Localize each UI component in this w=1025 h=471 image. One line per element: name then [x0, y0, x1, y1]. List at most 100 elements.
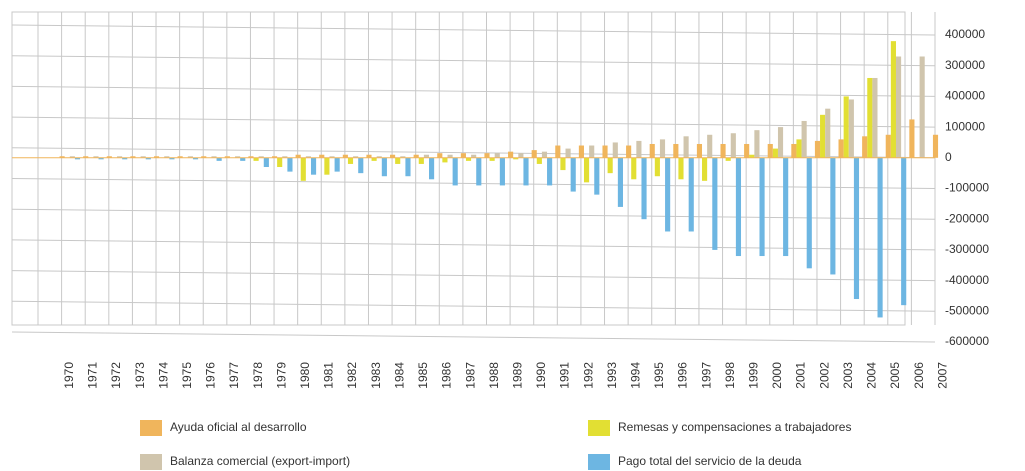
bar — [820, 114, 826, 158]
x-tick-label: 1994 — [629, 362, 643, 389]
bar — [300, 157, 306, 181]
bar — [305, 156, 311, 158]
grid-line — [11, 270, 936, 282]
x-tick-label: 1991 — [558, 362, 572, 389]
bar — [240, 157, 246, 161]
bar — [872, 77, 878, 158]
x-tick-label: 1999 — [747, 362, 761, 389]
bar — [796, 139, 802, 158]
y-tick-label: -500000 — [945, 303, 989, 317]
bar — [867, 77, 873, 158]
bar — [560, 157, 566, 171]
x-tick-label: 1993 — [605, 362, 619, 389]
x-tick-label: 1995 — [652, 362, 666, 389]
bar — [707, 134, 713, 158]
bar — [277, 157, 283, 168]
y-tick-label: 400000 — [945, 89, 985, 103]
x-tick-label: 2005 — [888, 362, 902, 389]
bar — [508, 151, 514, 158]
bar — [74, 157, 81, 160]
bar — [909, 119, 915, 158]
bar — [806, 157, 812, 269]
bar — [702, 157, 708, 181]
bar — [376, 156, 382, 158]
bar — [418, 157, 424, 164]
bar — [570, 157, 576, 192]
legend-swatch — [140, 454, 162, 470]
x-tick-label: 1976 — [204, 362, 218, 389]
bar — [145, 157, 151, 160]
legend-swatch — [588, 454, 610, 470]
x-tick-label: 1998 — [723, 362, 737, 389]
x-tick-label: 1970 — [62, 362, 76, 389]
bar — [122, 157, 128, 160]
bar — [164, 156, 170, 158]
legend-label: Pago total del servicio de la deuda — [618, 454, 802, 468]
bar — [631, 157, 637, 180]
bar — [59, 156, 65, 158]
y-tick-label: -300000 — [945, 242, 989, 256]
bar — [366, 154, 372, 158]
bar — [494, 153, 500, 158]
x-tick-label: 1989 — [510, 362, 524, 389]
bar — [310, 157, 317, 175]
bar — [636, 140, 642, 158]
x-tick-label: 1988 — [487, 362, 501, 389]
bar — [578, 145, 584, 158]
bar — [423, 154, 430, 158]
bar — [452, 157, 458, 186]
legend-swatch — [588, 420, 610, 436]
bar — [536, 157, 542, 164]
bar — [744, 143, 750, 158]
bar — [447, 154, 453, 158]
bar — [140, 156, 146, 158]
bar — [749, 154, 755, 158]
y-tick-label: -600000 — [945, 334, 989, 348]
bar — [814, 140, 821, 158]
bar — [659, 139, 666, 158]
grid-line — [11, 85, 936, 97]
bar — [381, 157, 387, 177]
bar — [607, 157, 613, 174]
legend-label: Ayuda oficial al desarrollo — [170, 420, 307, 434]
bar — [69, 156, 75, 158]
bar — [476, 157, 482, 186]
x-tick-label: 1974 — [156, 362, 170, 389]
bar — [153, 156, 160, 158]
y-tick-label: 400000 — [945, 27, 985, 41]
bar — [885, 134, 891, 158]
x-tick-label: 2002 — [817, 362, 831, 389]
bar — [583, 157, 590, 183]
bar — [641, 157, 647, 220]
bar — [489, 157, 495, 161]
bar — [295, 154, 301, 158]
x-tick-label: 1982 — [345, 362, 359, 389]
bar — [400, 156, 406, 158]
x-tick-label: 1972 — [109, 362, 123, 389]
bar — [825, 108, 831, 158]
grid-line — [11, 331, 936, 343]
bar — [235, 156, 241, 158]
bar — [442, 157, 448, 163]
x-tick-label: 1984 — [392, 362, 406, 389]
x-tick-label: 2007 — [935, 362, 949, 389]
grid-line — [11, 55, 936, 67]
bar — [932, 134, 939, 158]
bar — [248, 156, 254, 158]
bar — [594, 157, 600, 195]
bar — [565, 148, 571, 158]
bar — [342, 154, 348, 158]
bar — [678, 157, 684, 180]
bar — [890, 41, 896, 158]
y-tick-label: -100000 — [945, 181, 989, 195]
bar — [767, 143, 773, 158]
legend-label: Remesas y compensaciones a trabajadores — [618, 420, 851, 434]
bar — [725, 157, 731, 161]
legend-swatch — [140, 420, 162, 436]
bar — [626, 145, 632, 158]
grid-line — [11, 116, 936, 128]
bar — [106, 156, 112, 158]
legend-label: Balanza comercial (export-import) — [170, 454, 350, 468]
grid-line — [11, 208, 936, 220]
